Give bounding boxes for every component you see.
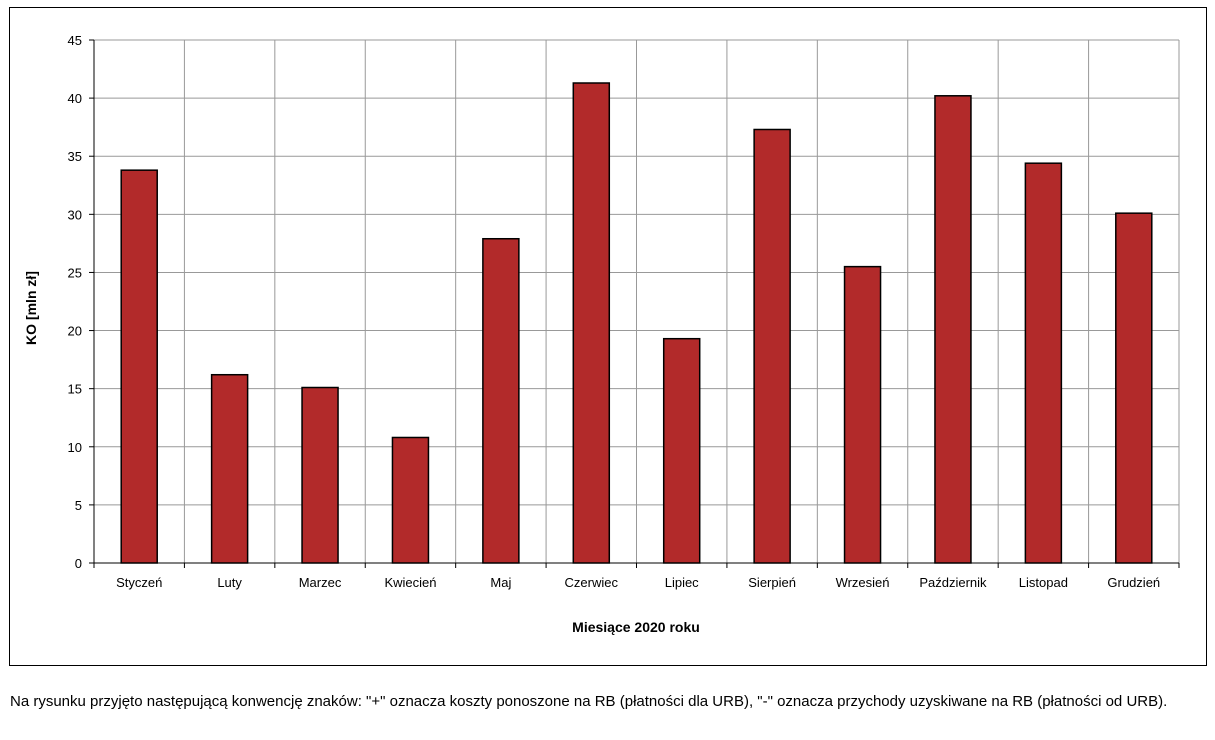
footnote: Na rysunku przyjęto następującą konwencj…: [10, 693, 1168, 710]
x-tick-label: Czerwiec: [565, 575, 619, 590]
bars: [120, 82, 1153, 564]
x-tick-label: Grudzień: [1107, 575, 1160, 590]
y-tick-label: 40: [68, 91, 82, 106]
y-tick-label: 25: [68, 265, 82, 280]
y-tick-label: 5: [75, 498, 82, 513]
y-tick-label: 10: [68, 440, 82, 455]
x-tick-label: Listopad: [1019, 575, 1068, 590]
bar-1: [210, 373, 249, 564]
x-tick-label: Luty: [217, 575, 242, 590]
bar-6: [662, 337, 701, 564]
y-tick-label: 45: [68, 33, 82, 48]
bar-0: [120, 169, 158, 564]
x-tick-label: Maj: [490, 575, 511, 590]
x-axis-title: Miesiące 2020 roku: [572, 619, 700, 635]
bar-5: [572, 82, 611, 564]
x-tick-label: Marzec: [299, 575, 342, 590]
x-tick-label: Styczeń: [116, 575, 162, 590]
x-tick-label: Kwiecień: [384, 575, 436, 590]
x-tick-label: Październik: [919, 575, 987, 590]
bar-2: [301, 386, 339, 564]
y-tick-label: 15: [68, 382, 82, 397]
bar-3: [391, 436, 430, 564]
y-tick-label: 30: [68, 207, 82, 222]
chart-frame: 0 5 10 15 20 25 30 35 40 45 Styczeń Luty Marzec Kwiec…: [9, 7, 1207, 666]
bar-11: [1115, 212, 1153, 564]
x-tick-label: Sierpień: [748, 575, 796, 590]
tick-labels: 0 5 10 15 20 25 30 35 40 45 Styczeń Luty Marzec Kwiec…: [68, 33, 1161, 590]
x-tick-label: Wrzesień: [836, 575, 890, 590]
bar-4: [482, 237, 520, 564]
y-tick-label: 35: [68, 149, 82, 164]
gridlines: [94, 39, 1180, 563]
x-tick-label: Lipiec: [665, 575, 699, 590]
bar-9: [934, 95, 972, 564]
bar-10: [1024, 162, 1063, 564]
y-tick-label: 20: [68, 324, 82, 339]
bar-8: [843, 265, 882, 564]
bar-chart: 0 5 10 15 20 25 30 35 40 45 Styczeń Luty Marzec Kwiec…: [23, 33, 1180, 635]
bar-7: [753, 128, 791, 564]
axes: [89, 39, 1180, 568]
y-tick-label: 0: [75, 556, 82, 571]
y-axis-title: KO [mln zł]: [23, 271, 39, 345]
